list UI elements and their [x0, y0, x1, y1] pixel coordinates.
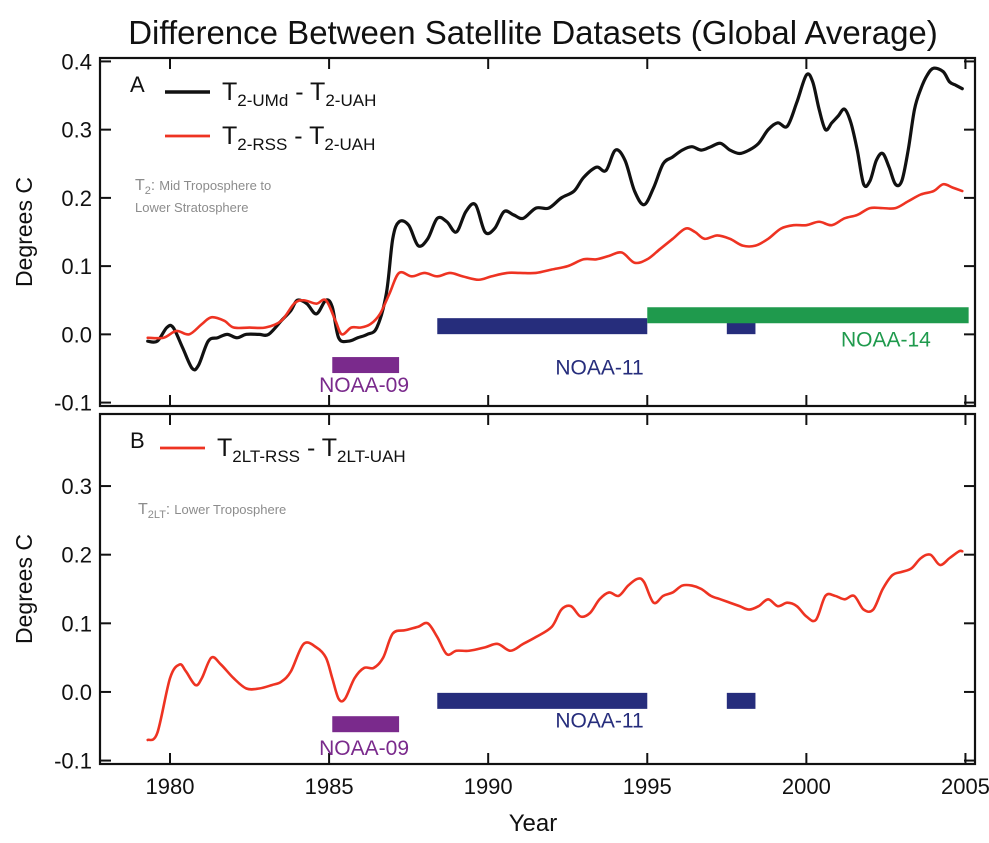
x-axis-label: Year	[509, 810, 558, 837]
note-line-2: Lower Stratosphere	[135, 200, 248, 215]
y-tick-label: 0.1	[61, 254, 92, 279]
y-tick-label: -0.1	[54, 749, 92, 774]
satellite-period-bar	[726, 692, 756, 709]
note-text: Mid Troposphere to	[159, 178, 271, 193]
legend-subscript: 2LT-UAH	[337, 447, 406, 466]
y-tick-label: 0.2	[61, 186, 92, 211]
satellite-period-bar	[437, 318, 648, 335]
y-tick-label: 0.0	[61, 680, 92, 705]
panel-label: A	[130, 72, 145, 97]
plot-frame	[98, 412, 977, 766]
satellite-period-label: NOAA-11	[555, 709, 643, 732]
x-tick-label: 1995	[623, 774, 672, 799]
note-text: Lower Troposphere	[174, 502, 286, 517]
satellite-period-bar	[332, 357, 400, 374]
legend-entry: T2-UMd - T2-UAH	[222, 78, 376, 110]
legend-subscript: 2-UAH	[324, 135, 375, 154]
legend-text: T	[222, 78, 237, 106]
satellite-period-bar	[437, 692, 648, 709]
satellite-period-bar	[647, 307, 969, 324]
satellite-period-bar	[332, 716, 400, 733]
y-axis-label: Degrees C	[11, 177, 37, 287]
y-tick-label: 0.3	[61, 474, 92, 499]
satellite-period-label: NOAA-09	[319, 374, 409, 397]
legend-text: - T	[300, 434, 337, 462]
x-tick-label: 1985	[305, 774, 354, 799]
series-line-rss_minus_uah	[146, 182, 964, 340]
satellite-period-label: NOAA-11	[555, 356, 643, 379]
legend-text: - T	[288, 78, 325, 106]
y-tick-label: 0.2	[61, 543, 92, 568]
legend-subscript: 2-UAH	[325, 91, 376, 110]
legend-subscript: 2-RSS	[237, 135, 287, 154]
note-line-1: T2LT: Lower Troposphere	[138, 501, 286, 521]
legend-entry: T2LT-RSS - T2LT-UAH	[217, 434, 406, 466]
note-colon: :	[151, 177, 159, 194]
x-tick-label: 1990	[464, 774, 513, 799]
legend-entry: T2-RSS - T2-UAH	[222, 122, 375, 154]
note-subscript: 2	[145, 185, 151, 197]
legend-subscript: 2-UMd	[237, 91, 288, 110]
y-tick-label: -0.1	[54, 391, 92, 416]
legend-text: T	[217, 434, 232, 462]
x-tick-label: 2005	[941, 774, 989, 799]
y-tick-label: 0.4	[61, 49, 92, 74]
y-tick-label: 0.3	[61, 118, 92, 143]
plot-frame	[98, 56, 977, 408]
note-symbol: T	[135, 177, 145, 194]
panel-a: -0.1 0.0 0.1 0.2 0.3 0.4 Degrees C A NOAA-09 NOAA…	[11, 49, 977, 416]
series-line-rss_minus_uah_lt	[146, 549, 964, 742]
note-line-1: T2: Mid Troposphere to	[135, 177, 271, 197]
y-tick-label: 0.1	[61, 611, 92, 636]
legend-subscript: 2LT-RSS	[232, 447, 300, 466]
satellite-period-label: NOAA-14	[841, 328, 931, 351]
y-tick-label: 0.0	[61, 322, 92, 347]
note-subscript: 2LT	[148, 509, 166, 521]
legend-text: T	[222, 122, 237, 150]
x-tick-label: 2000	[782, 774, 831, 799]
chart-title: Difference Between Satellite Datasets (G…	[128, 14, 938, 51]
x-tick-label: 1980	[146, 774, 195, 799]
panel-label: B	[130, 428, 145, 453]
y-axis-label: Degrees C	[11, 534, 37, 644]
legend-text: - T	[287, 122, 324, 150]
satellite-period-label: NOAA-09	[319, 737, 409, 760]
note-colon: :	[166, 501, 174, 518]
note-symbol: T	[138, 501, 148, 518]
panel-b: -0.1 0.0 0.1 0.2 0.3 1980 1985 1990 1995 2000 2005…	[11, 412, 989, 799]
